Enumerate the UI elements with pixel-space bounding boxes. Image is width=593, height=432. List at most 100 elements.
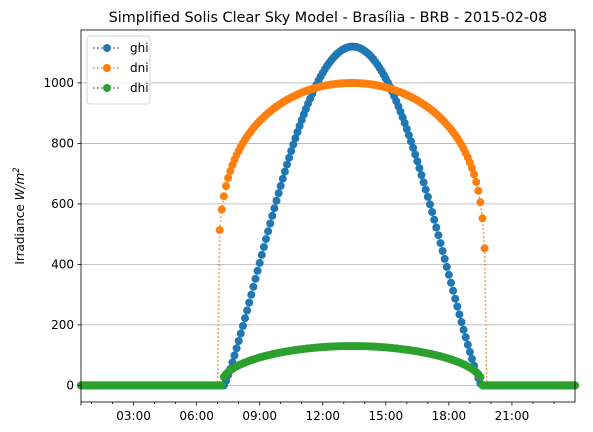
x-tick-label: 15:00 (369, 409, 404, 423)
point-dni (478, 214, 487, 223)
y-tick-label: 400 (51, 257, 74, 271)
point-ghi (276, 181, 285, 190)
point-ghi (451, 294, 460, 303)
legend-label-dni: dni (130, 61, 149, 75)
point-ghi (264, 227, 273, 236)
series-line-ghi (81, 45, 575, 387)
point-ghi (270, 204, 279, 213)
point-ghi (236, 329, 245, 338)
point-ghi (463, 340, 472, 349)
point-ghi (468, 354, 476, 363)
point-ghi (259, 243, 268, 251)
chart-title: Simplified Solis Clear Sky Model - Brasí… (109, 10, 548, 26)
point-ghi (274, 189, 283, 198)
point-ghi (461, 333, 470, 342)
point-ghi (404, 131, 413, 140)
series-line-dhi (81, 345, 575, 387)
point-ghi (423, 192, 432, 201)
plot-frame (80, 29, 576, 403)
x-axis: 03:00 06:00 09:00 12:00 15:00 18:00 21:00 (80, 402, 555, 423)
point-ghi (426, 200, 434, 209)
point-ghi (453, 302, 462, 311)
point-dni (219, 192, 228, 201)
point-ghi (457, 318, 466, 327)
y-axis-label: Irradiance W/m2 (12, 167, 27, 264)
point-ghi (442, 262, 451, 271)
point-ghi (434, 231, 443, 240)
point-ghi (251, 274, 260, 283)
point-dni (217, 205, 226, 214)
point-ghi (465, 347, 474, 356)
point-dni (226, 167, 235, 176)
point-dni (474, 186, 483, 195)
point-ghi (289, 140, 298, 149)
point-ghi (247, 290, 256, 299)
point-ghi (283, 160, 291, 169)
point-ghi (253, 266, 262, 275)
point-ghi (238, 321, 247, 330)
y-axis-label-base: Irradiance (13, 200, 27, 264)
x-tick-label: 09:00 (242, 409, 277, 423)
point-ghi (409, 143, 418, 152)
point-ghi (245, 298, 254, 307)
point-ghi (230, 351, 239, 360)
legend-marker-dni (103, 64, 111, 72)
point-ghi (232, 344, 241, 353)
point-dni (470, 170, 479, 179)
point-ghi (421, 185, 430, 194)
point-ghi (430, 215, 439, 224)
legend-label-dhi: dhi (130, 81, 149, 95)
point-ghi (272, 196, 281, 205)
point-ghi (402, 125, 411, 133)
point-dni (472, 177, 481, 186)
y-axis-label-sup: 2 (12, 167, 22, 172)
point-ghi (411, 150, 420, 159)
point-ghi (293, 128, 302, 136)
point-ghi (400, 119, 409, 127)
plot-series (77, 42, 579, 390)
point-dhi (476, 373, 485, 381)
series-dni (77, 78, 579, 390)
x-tick-label: 03:00 (116, 409, 151, 423)
point-dni (224, 174, 233, 182)
series-dhi (77, 342, 579, 390)
point-ghi (234, 337, 243, 345)
point-ghi (287, 147, 296, 156)
point-ghi (407, 137, 415, 146)
legend-box (86, 35, 151, 105)
series-ghi (77, 42, 579, 390)
x-tick-label: 06:00 (179, 409, 214, 423)
point-ghi (268, 211, 277, 220)
point-ghi (415, 164, 424, 173)
point-ghi (266, 219, 275, 228)
point-ghi (255, 258, 264, 267)
point-dni (468, 164, 476, 172)
grid (81, 82, 575, 386)
x-tick-label: 12:00 (305, 409, 340, 423)
point-ghi (444, 270, 453, 279)
point-dni (480, 244, 489, 253)
point-dni (215, 226, 224, 235)
y-tick-label: 200 (51, 318, 74, 332)
point-ghi (417, 171, 426, 180)
y-axis-label-unit: W/m (13, 173, 27, 201)
legend: ghi dni dhi (86, 35, 151, 105)
point-ghi (436, 239, 445, 248)
point-ghi (413, 157, 422, 166)
point-ghi (428, 208, 437, 216)
x-tick-label: 21:00 (495, 409, 530, 423)
point-ghi (249, 282, 258, 291)
point-ghi (291, 134, 300, 143)
point-ghi (419, 178, 428, 187)
point-ghi (432, 223, 441, 232)
point-ghi (262, 235, 270, 244)
point-dhi (217, 381, 226, 390)
y-tick-label: 0 (66, 378, 74, 392)
point-ghi (455, 310, 464, 319)
point-dni (222, 182, 230, 191)
y-tick-label: 1000 (43, 76, 74, 90)
point-ghi (243, 306, 252, 315)
legend-label-ghi: ghi (130, 41, 149, 55)
point-ghi (285, 153, 294, 162)
